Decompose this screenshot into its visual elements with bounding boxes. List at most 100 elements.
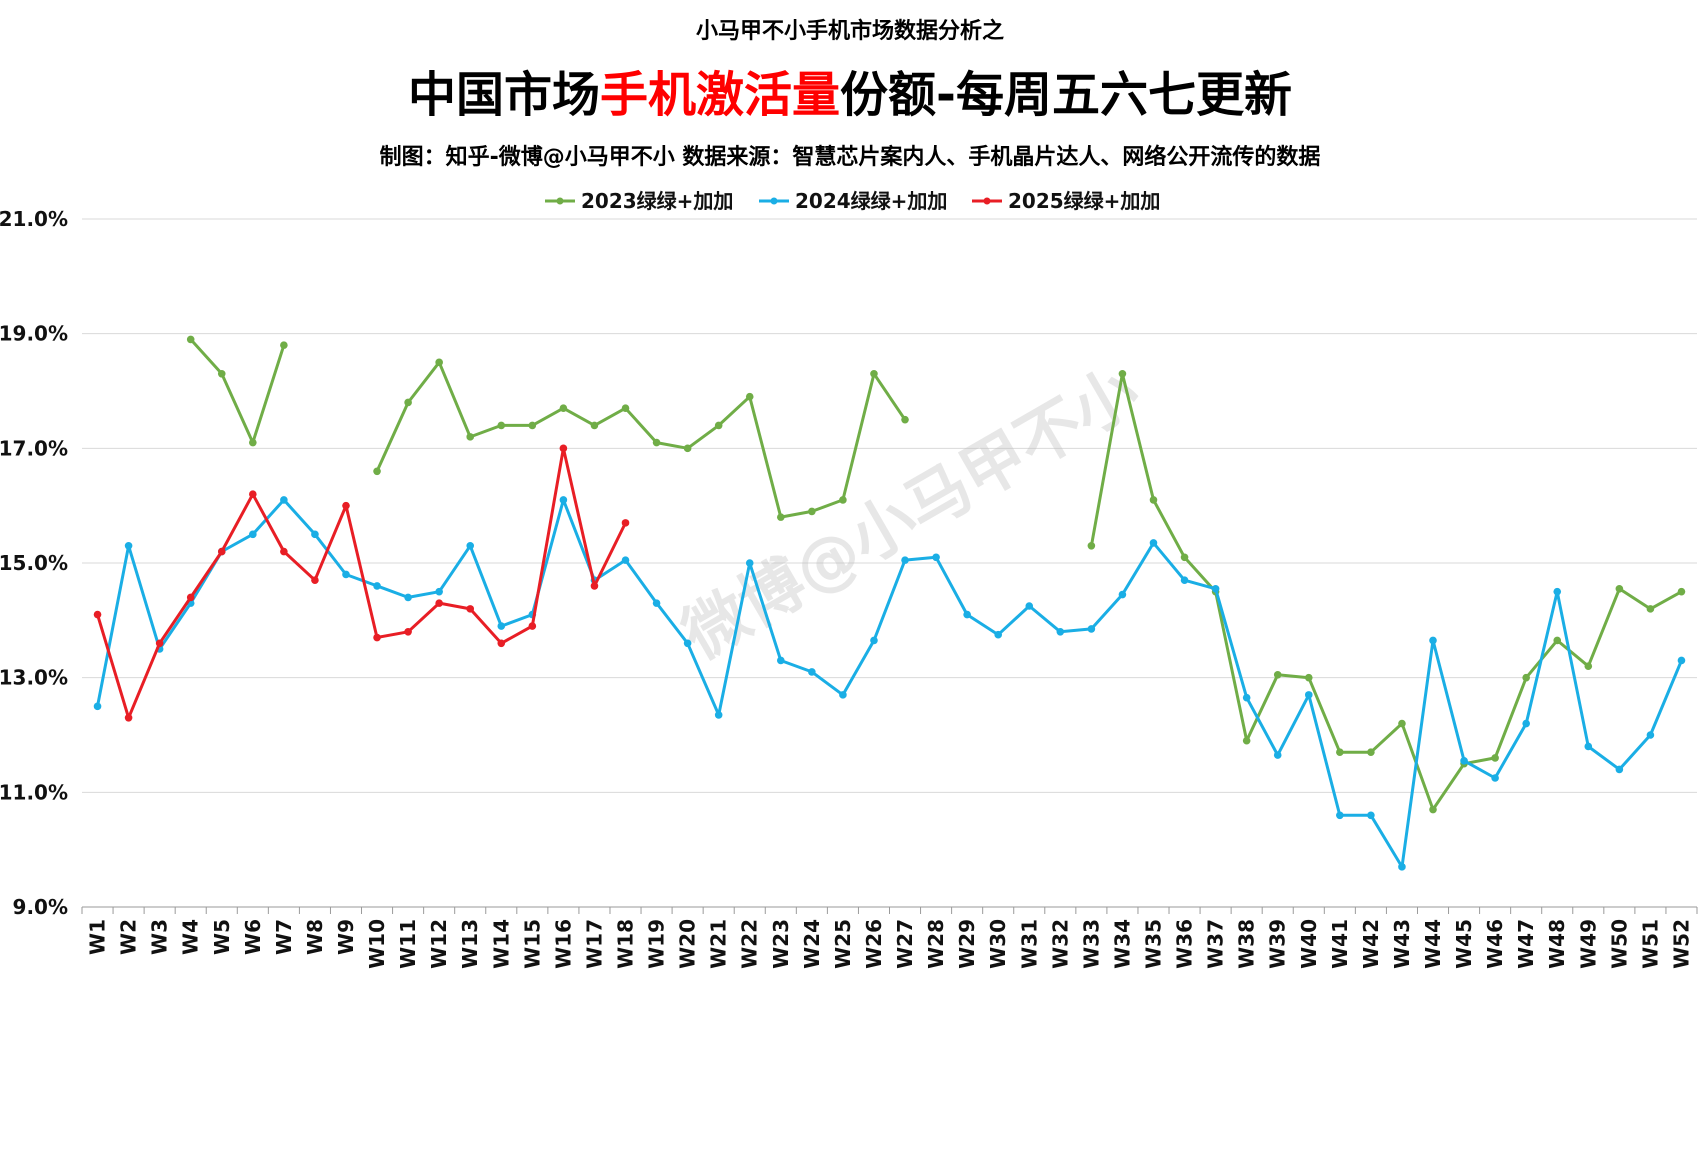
legend-marker bbox=[556, 197, 564, 205]
data-point bbox=[93, 610, 102, 619]
data-point bbox=[280, 496, 288, 504]
data-point bbox=[1118, 590, 1127, 599]
y-tick-label: 11.0% bbox=[0, 780, 68, 804]
series-line bbox=[189, 338, 286, 445]
data-point bbox=[1584, 662, 1593, 670]
data-point bbox=[1056, 628, 1065, 636]
data-point bbox=[217, 547, 226, 556]
data-point bbox=[186, 335, 195, 344]
x-tick-label: W23 bbox=[769, 919, 793, 969]
data-point bbox=[1367, 811, 1375, 820]
data-point bbox=[1429, 805, 1437, 814]
data-point bbox=[373, 582, 381, 590]
x-tick-label: W17 bbox=[582, 919, 606, 969]
legend-marker bbox=[983, 197, 991, 205]
data-point bbox=[1087, 625, 1096, 633]
series-line bbox=[96, 498, 1683, 869]
data-point bbox=[1522, 673, 1530, 682]
data-point bbox=[1211, 585, 1220, 593]
data-point bbox=[1149, 496, 1158, 504]
data-point bbox=[1087, 542, 1096, 550]
data-point bbox=[497, 421, 506, 430]
data-point bbox=[1367, 748, 1375, 756]
title-part-1: 手机激活量 bbox=[600, 67, 840, 123]
data-point bbox=[1646, 731, 1655, 739]
y-axis: 9.0% 11.0% 13.0% 15.0% 17.0% 19.0% 21.0% bbox=[0, 207, 68, 919]
x-tick-label: W38 bbox=[1235, 919, 1259, 969]
x-tick-label: W9 bbox=[334, 919, 358, 955]
data-point bbox=[93, 702, 102, 711]
legend-label: 2023绿绿+加加 bbox=[581, 189, 733, 213]
x-tick-label: W24 bbox=[800, 919, 824, 969]
x-tick-label: W44 bbox=[1421, 919, 1445, 969]
x-tick-label: W46 bbox=[1483, 919, 1507, 969]
data-point bbox=[373, 467, 381, 476]
x-tick-label: W50 bbox=[1607, 919, 1631, 969]
x-tick-label: W33 bbox=[1079, 919, 1103, 969]
data-point bbox=[1584, 742, 1593, 751]
data-point bbox=[901, 415, 909, 424]
data-point bbox=[590, 582, 599, 590]
data-point bbox=[714, 711, 723, 719]
x-tick-label: W10 bbox=[365, 919, 389, 969]
data-point bbox=[280, 547, 288, 556]
x-tick-label: W15 bbox=[520, 919, 544, 969]
data-point bbox=[1025, 602, 1034, 610]
x-tick-label: W40 bbox=[1297, 919, 1321, 969]
legend-item: 2023绿绿+加加 bbox=[545, 189, 733, 213]
series-layer bbox=[93, 335, 1686, 871]
x-tick-label: W49 bbox=[1576, 919, 1600, 969]
data-point bbox=[1336, 811, 1344, 820]
data-point bbox=[1615, 585, 1624, 593]
data-point bbox=[652, 599, 661, 607]
data-point bbox=[435, 587, 443, 596]
data-point bbox=[870, 370, 878, 378]
x-tick-label: W5 bbox=[210, 919, 234, 955]
x-tick-label: W25 bbox=[831, 919, 855, 969]
data-point bbox=[373, 633, 381, 642]
data-point bbox=[683, 639, 692, 648]
data-point bbox=[808, 668, 816, 676]
data-point bbox=[404, 593, 412, 602]
x-tick-label: W16 bbox=[551, 919, 575, 969]
data-point bbox=[1553, 587, 1562, 596]
data-point bbox=[1491, 774, 1499, 782]
data-point bbox=[590, 421, 599, 430]
x-tick-label: W32 bbox=[1048, 919, 1072, 969]
x-tick-label: W41 bbox=[1328, 919, 1352, 969]
x-tick-label: W18 bbox=[614, 919, 638, 969]
x-tick-label: W52 bbox=[1669, 919, 1693, 969]
data-point bbox=[155, 639, 164, 648]
data-point bbox=[311, 530, 319, 539]
x-tick-label: W43 bbox=[1390, 919, 1414, 969]
data-point bbox=[466, 542, 475, 550]
data-point bbox=[342, 501, 350, 510]
data-point bbox=[435, 599, 443, 607]
data-point bbox=[621, 556, 630, 564]
data-point bbox=[994, 630, 1003, 639]
data-point bbox=[683, 444, 692, 453]
data-point bbox=[1118, 370, 1127, 378]
x-tick-label: W42 bbox=[1359, 919, 1383, 969]
y-tick-label: 21.0% bbox=[0, 207, 68, 231]
data-point bbox=[1615, 765, 1624, 774]
data-point bbox=[1304, 673, 1313, 682]
data-point bbox=[466, 433, 475, 441]
data-point bbox=[559, 404, 568, 413]
data-point bbox=[466, 605, 475, 613]
series-1 bbox=[186, 335, 1686, 814]
data-point bbox=[1553, 636, 1562, 645]
data-point bbox=[528, 622, 537, 630]
data-point bbox=[1336, 748, 1344, 756]
series-line bbox=[375, 360, 907, 519]
data-point bbox=[745, 559, 754, 567]
data-point bbox=[652, 438, 661, 447]
x-tick-label: W2 bbox=[117, 919, 141, 955]
x-tick-label: W26 bbox=[862, 919, 886, 969]
x-tick-label: W30 bbox=[986, 919, 1010, 969]
data-point bbox=[124, 714, 133, 722]
data-point bbox=[963, 610, 971, 619]
data-point bbox=[901, 556, 909, 564]
